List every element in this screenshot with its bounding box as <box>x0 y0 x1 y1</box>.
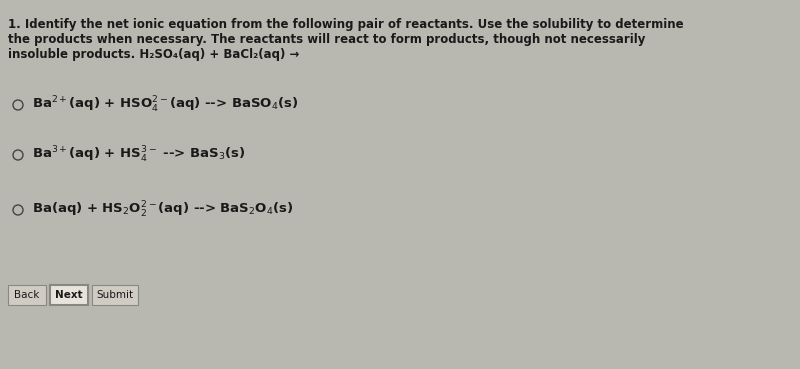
Text: the products when necessary. The reactants will react to form products, though n: the products when necessary. The reactan… <box>8 33 646 46</box>
Text: 1. Identify the net ionic equation from the following pair of reactants. Use the: 1. Identify the net ionic equation from … <box>8 18 684 31</box>
Text: Ba$^{3+}$(aq) + HS$_4^{3-}$ --> BaS$_3$(s): Ba$^{3+}$(aq) + HS$_4^{3-}$ --> BaS$_3$(… <box>32 145 246 165</box>
Text: Next: Next <box>55 290 83 300</box>
Text: Submit: Submit <box>97 290 134 300</box>
FancyBboxPatch shape <box>8 285 46 305</box>
Text: insoluble products. H₂SO₄(aq) + BaCl₂(aq) →: insoluble products. H₂SO₄(aq) + BaCl₂(aq… <box>8 48 299 61</box>
Text: Ba(aq) + HS$_2$O$_2^{2-}$(aq) --> BaS$_2$O$_4$(s): Ba(aq) + HS$_2$O$_2^{2-}$(aq) --> BaS$_2… <box>32 200 294 220</box>
Text: Back: Back <box>14 290 40 300</box>
FancyBboxPatch shape <box>92 285 138 305</box>
Text: Ba$^{2+}$(aq) + HSO$_4^{2-}$(aq) --> BaSO$_4$(s): Ba$^{2+}$(aq) + HSO$_4^{2-}$(aq) --> BaS… <box>32 95 298 115</box>
FancyBboxPatch shape <box>50 285 88 305</box>
